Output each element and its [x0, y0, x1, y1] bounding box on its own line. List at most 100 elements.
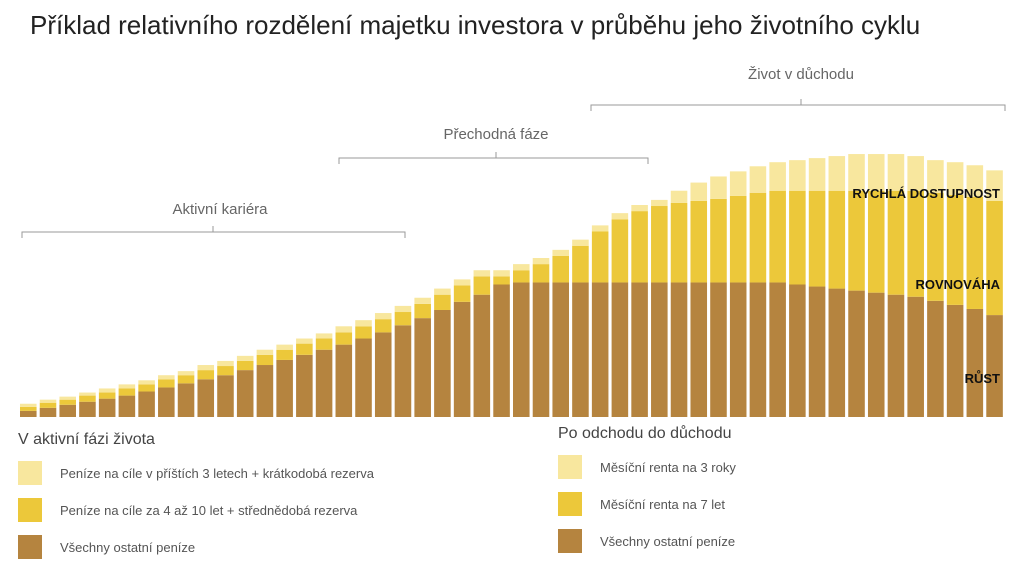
bar-rovnovaha-42 [828, 190, 846, 289]
bar-rychla-7 [138, 380, 155, 385]
bar-rust-45 [887, 294, 905, 417]
bar-rust-7 [138, 391, 155, 417]
bar-rust-31 [611, 282, 629, 417]
bar-rychla-32 [631, 205, 648, 212]
bar-rovnovaha-46 [907, 190, 924, 297]
bar-rovnovaha-20 [394, 312, 412, 326]
bar-rust-5 [98, 398, 116, 417]
legend-label: Peníze na cíle v příštích 3 letech + krá… [60, 465, 374, 481]
bars-group [20, 154, 1003, 417]
bar-rychla-50 [986, 170, 1003, 201]
bar-rychla-37 [729, 171, 747, 196]
bar-rovnovaha-23 [453, 285, 471, 302]
bar-rovnovaha-32 [631, 211, 648, 283]
bar-rychla-46 [907, 156, 924, 191]
bar-rust-39 [769, 282, 786, 417]
bar-rust-42 [828, 288, 846, 417]
bar-rychla-36 [710, 176, 727, 199]
bar-rust-30 [591, 282, 609, 417]
bar-rovnovaha-36 [710, 198, 727, 283]
layer-label-rovnovaha: ROVNOVÁHA [915, 277, 1000, 292]
bar-rust-22 [434, 309, 451, 417]
bar-rychla-18 [355, 320, 372, 327]
bar-rovnovaha-12 [236, 360, 254, 371]
bar-rychla-31 [611, 213, 629, 220]
bar-rovnovaha-38 [749, 192, 767, 283]
bar-rovnovaha-43 [848, 190, 865, 291]
bar-rust-36 [710, 282, 727, 417]
bar-rust-43 [848, 290, 865, 417]
bar-rovnovaha-27 [532, 264, 550, 283]
bar-rovnovaha-9 [177, 375, 195, 384]
bar-rovnovaha-26 [513, 270, 530, 283]
bar-rust-23 [453, 301, 471, 417]
bar-rychla-5 [98, 388, 116, 393]
bar-rychla-1 [20, 403, 37, 407]
bar-rychla-16 [315, 333, 333, 339]
bar-rychla-23 [453, 279, 471, 286]
legend-left-item-rust: Všechny ostatní peníze [18, 535, 374, 559]
bar-rychla-30 [591, 225, 609, 232]
legend-left-item-rychla: Peníze na cíle v příštích 3 letech + krá… [18, 461, 374, 485]
legend-label: Měsíční renta na 7 let [600, 496, 726, 512]
bar-rust-4 [79, 401, 96, 417]
bar-rovnovaha-29 [572, 245, 589, 283]
legend-right: Po odchodu do důchodu Měsíční renta na 3… [558, 425, 736, 566]
bar-rychla-15 [296, 338, 313, 344]
bar-rovnovaha-35 [690, 200, 708, 283]
bar-rychla-45 [887, 154, 905, 191]
bracket-aktivni-kariera [21, 226, 406, 238]
bar-rust-29 [572, 282, 589, 417]
legend-label: Měsíční renta na 3 roky [600, 459, 736, 475]
bar-rychla-8 [158, 375, 175, 380]
bar-rovnovaha-5 [98, 392, 116, 399]
bar-rust-41 [808, 286, 826, 417]
bar-rovnovaha-17 [335, 332, 353, 345]
bar-rust-9 [177, 383, 195, 417]
legend-swatch [18, 535, 42, 559]
legend-swatch [18, 461, 42, 485]
phase-label-duchod: Život v důchodu [748, 66, 854, 83]
bracket-prechodna-faze [338, 152, 649, 164]
bar-rust-34 [670, 282, 688, 417]
bar-rovnovaha-39 [769, 190, 786, 283]
bar-rychla-19 [374, 313, 392, 320]
legend-right-heading: Po odchodu do důchodu [558, 425, 732, 442]
layer-label-rust: RŮST [965, 370, 1000, 386]
bar-rovnovaha-30 [591, 231, 609, 283]
bar-rovnovaha-18 [355, 326, 372, 339]
bar-rust-40 [789, 284, 806, 417]
bar-rovnovaha-24 [473, 276, 491, 295]
bar-rovnovaha-49 [966, 196, 984, 309]
phase-label-prechodna: Přechodná fáze [443, 126, 548, 143]
bar-rust-3 [59, 404, 76, 417]
phase-label-aktivni: Aktivní kariéra [172, 201, 268, 218]
legend-swatch [558, 529, 582, 553]
bar-rychla-42 [828, 156, 846, 191]
bar-rovnovaha-1 [20, 406, 37, 411]
bar-rychla-22 [434, 288, 451, 295]
legend-swatch [558, 492, 582, 516]
bar-rust-48 [946, 304, 964, 417]
bar-rychla-12 [236, 355, 254, 361]
bar-rovnovaha-44 [867, 190, 885, 293]
legend-label: Všechny ostatní peníze [600, 533, 736, 549]
bar-rust-44 [867, 292, 885, 417]
stacked-bar-chart: Aktivní kariéra Přechodná fáze Život v d… [20, 66, 1006, 417]
bar-rust-25 [493, 284, 510, 417]
bar-rust-12 [236, 370, 254, 417]
bar-rychla-43 [848, 154, 865, 191]
bar-rychla-48 [946, 162, 964, 195]
bar-rychla-21 [414, 297, 431, 304]
bar-rust-24 [473, 294, 491, 417]
bar-rust-21 [414, 318, 431, 417]
bar-rust-28 [552, 282, 569, 417]
bar-rovnovaha-41 [808, 190, 826, 287]
legend-swatch [18, 498, 42, 522]
bar-rychla-35 [690, 182, 708, 201]
bar-rovnovaha-16 [315, 338, 333, 350]
bar-rovnovaha-7 [138, 384, 155, 392]
bar-rust-19 [374, 332, 392, 417]
bar-rychla-4 [79, 392, 96, 396]
bar-rychla-47 [927, 160, 944, 193]
